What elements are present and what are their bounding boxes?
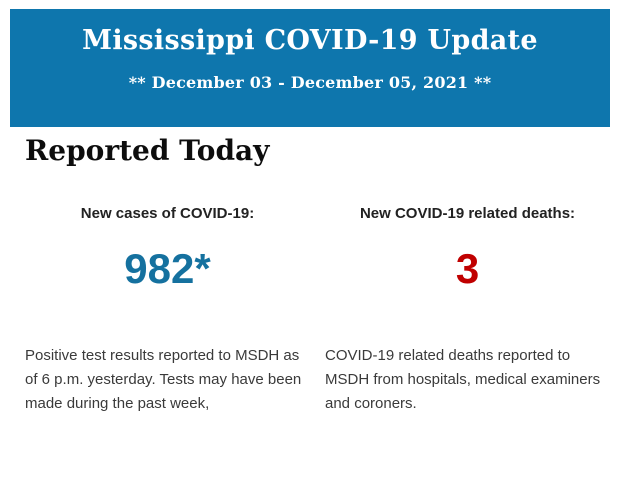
new-cases-value: 982*: [124, 245, 211, 292]
header-banner: Mississippi COVID-19 Update ** December …: [10, 9, 610, 127]
new-cases-description: Positive test results reported to MSDH a…: [25, 347, 302, 412]
new-deaths-label: New COVID-19 related deaths:: [359, 205, 576, 222]
new-deaths-value: 3: [455, 245, 480, 292]
stat-card-new-deaths: New COVID-19 related deaths: 3 COVID-19 …: [325, 205, 610, 416]
new-cases-label: New cases of COVID-19:: [80, 205, 255, 222]
stat-card-new-cases: New cases of COVID-19: 982* Positive tes…: [25, 205, 310, 416]
section-title-reported-today: Reported Today: [25, 134, 270, 167]
stats-grid: New cases of COVID-19: 982* Positive tes…: [25, 205, 610, 416]
date-range: ** December 03 - December 05, 2021 **: [128, 73, 492, 92]
new-deaths-description: COVID-19 related deaths reported to MSDH…: [325, 347, 601, 412]
newsletter-title: Mississippi COVID-19 Update: [82, 25, 538, 56]
